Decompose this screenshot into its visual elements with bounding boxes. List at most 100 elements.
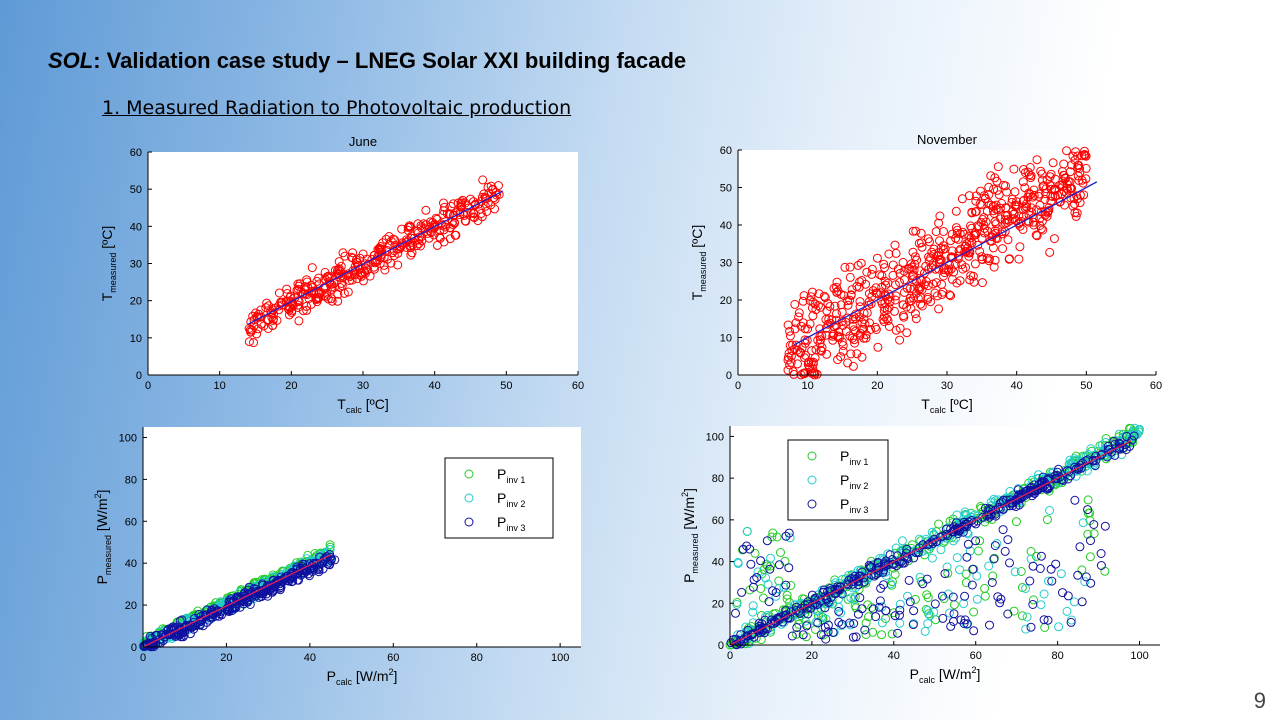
scatter-point bbox=[772, 532, 782, 542]
scatter-point bbox=[895, 599, 905, 609]
scatter-point bbox=[930, 599, 940, 609]
scatter-point bbox=[1073, 570, 1083, 580]
scatter-point bbox=[908, 226, 918, 236]
x-tick-label: 60 bbox=[387, 652, 399, 664]
scatter-point bbox=[334, 257, 344, 267]
scatter-point bbox=[905, 597, 915, 607]
legend-marker bbox=[464, 517, 474, 527]
november-temperature-chart: November 0 10 20 30 40 50 60 0 10 20 30 40 50 60 Tcalc … bbox=[689, 132, 1162, 413]
scatter-point bbox=[323, 294, 333, 304]
scatter-point bbox=[1086, 536, 1095, 546]
scatter-point bbox=[881, 571, 891, 580]
x-tick-label: 100 bbox=[551, 652, 569, 664]
scatter-point bbox=[787, 631, 797, 641]
scatter-point bbox=[949, 267, 959, 277]
scatter-point bbox=[1015, 242, 1025, 252]
scatter-point bbox=[1038, 181, 1048, 191]
scatter-point bbox=[923, 593, 933, 603]
scatter-point bbox=[403, 225, 413, 235]
scatter-point bbox=[803, 324, 813, 334]
scatter-point bbox=[298, 306, 308, 316]
scatter-point bbox=[348, 248, 358, 258]
scatter-point bbox=[993, 162, 1003, 172]
scatter-point bbox=[419, 219, 429, 229]
scatter-point bbox=[807, 590, 817, 600]
scatter-point bbox=[1020, 168, 1030, 178]
scatter-point bbox=[1109, 436, 1119, 446]
scatter-point bbox=[362, 254, 372, 264]
scatter-point bbox=[884, 322, 894, 331]
scatter-point bbox=[951, 206, 961, 216]
chart-title: November bbox=[917, 132, 978, 147]
scatter-point bbox=[916, 299, 926, 309]
scatter-point bbox=[1050, 174, 1060, 184]
scatter-point bbox=[1125, 441, 1135, 451]
scatter-point bbox=[947, 229, 957, 239]
scatter-point bbox=[800, 335, 810, 345]
scatter-point bbox=[845, 272, 855, 282]
scatter-point bbox=[964, 191, 974, 201]
scatter-point bbox=[923, 292, 933, 302]
scatter-point bbox=[848, 577, 858, 587]
scatter-point bbox=[940, 569, 950, 579]
scatter-point bbox=[946, 236, 956, 246]
x-tick-label: 40 bbox=[888, 650, 900, 662]
scatter-point bbox=[766, 553, 775, 563]
scatter-point bbox=[781, 531, 791, 541]
scatter-point bbox=[952, 553, 962, 563]
scatter-point bbox=[1035, 214, 1045, 224]
scatter-point bbox=[924, 609, 934, 619]
scatter-point bbox=[185, 629, 195, 639]
june-temperature-chart: June 0 10 20 30 40 50 60 0 10 20 30 40 50 60 Tcalc [ºC]… bbox=[99, 134, 584, 413]
y-tick-label: 20 bbox=[712, 598, 724, 610]
scatter-point bbox=[1003, 235, 1013, 245]
scatter-point bbox=[895, 335, 905, 345]
scatter-point bbox=[1036, 551, 1046, 561]
scatter-point bbox=[436, 219, 446, 229]
scatter-point bbox=[301, 565, 311, 575]
scatter-point bbox=[814, 289, 824, 299]
scatter-point bbox=[798, 318, 808, 328]
scatter-point bbox=[966, 233, 976, 243]
scatter-point bbox=[141, 639, 151, 649]
scatter-point bbox=[202, 617, 212, 627]
scatter-point bbox=[816, 302, 826, 312]
scatter-point bbox=[1025, 576, 1035, 586]
scatter-point bbox=[1121, 445, 1131, 455]
x-tick-label: 80 bbox=[471, 652, 483, 664]
scatter-point bbox=[849, 325, 859, 335]
scatter-point bbox=[1067, 160, 1077, 170]
scatter-point bbox=[1045, 172, 1055, 182]
scatter-point bbox=[1080, 146, 1089, 156]
scatter-point bbox=[347, 252, 356, 262]
scatter-point bbox=[1003, 535, 1013, 545]
scatter-point bbox=[960, 591, 970, 601]
scatter-point bbox=[293, 279, 303, 289]
scatter-point bbox=[905, 284, 915, 294]
scatter-point bbox=[797, 343, 807, 353]
y-tick-label: 0 bbox=[131, 642, 137, 654]
scatter-point bbox=[854, 580, 863, 590]
scatter-point bbox=[1018, 177, 1028, 187]
scatter-point bbox=[861, 630, 871, 640]
scatter-point bbox=[309, 286, 319, 296]
scatter-point bbox=[813, 618, 823, 628]
scatter-point bbox=[330, 555, 340, 565]
scatter-point bbox=[1031, 551, 1041, 561]
y-tick-label: 40 bbox=[720, 220, 732, 232]
scatter-point bbox=[855, 297, 865, 307]
scatter-point bbox=[785, 331, 795, 341]
scatter-point bbox=[923, 540, 933, 550]
scatter-point bbox=[849, 619, 859, 628]
scatter-point bbox=[872, 253, 882, 263]
scatter-point bbox=[795, 348, 805, 358]
scatter-point bbox=[828, 335, 838, 345]
scatter-point bbox=[904, 575, 914, 585]
scatter-point bbox=[1072, 208, 1082, 218]
fit-line bbox=[142, 554, 332, 648]
scatter-point bbox=[961, 247, 971, 257]
scatter-point bbox=[343, 287, 353, 297]
scatter-point bbox=[848, 632, 858, 642]
scatter-point bbox=[820, 293, 830, 303]
scatter-point bbox=[934, 519, 944, 529]
